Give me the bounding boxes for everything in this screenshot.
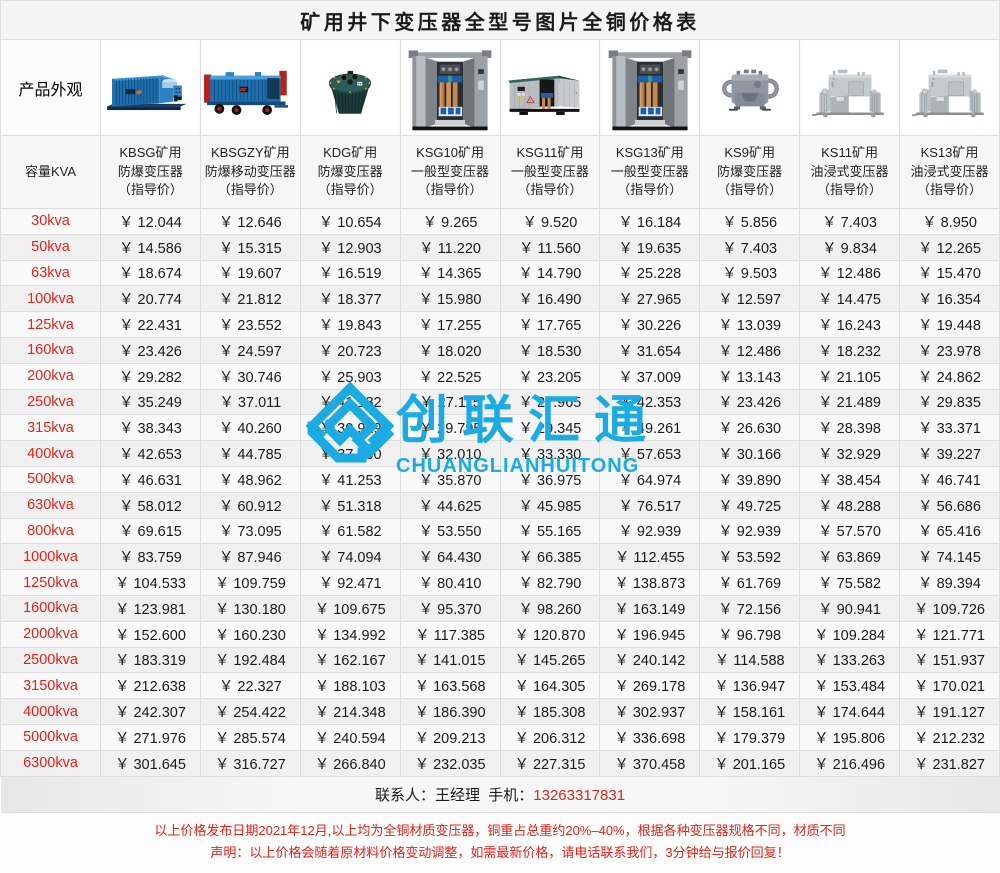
svg-text:!: ! [530,98,531,102]
